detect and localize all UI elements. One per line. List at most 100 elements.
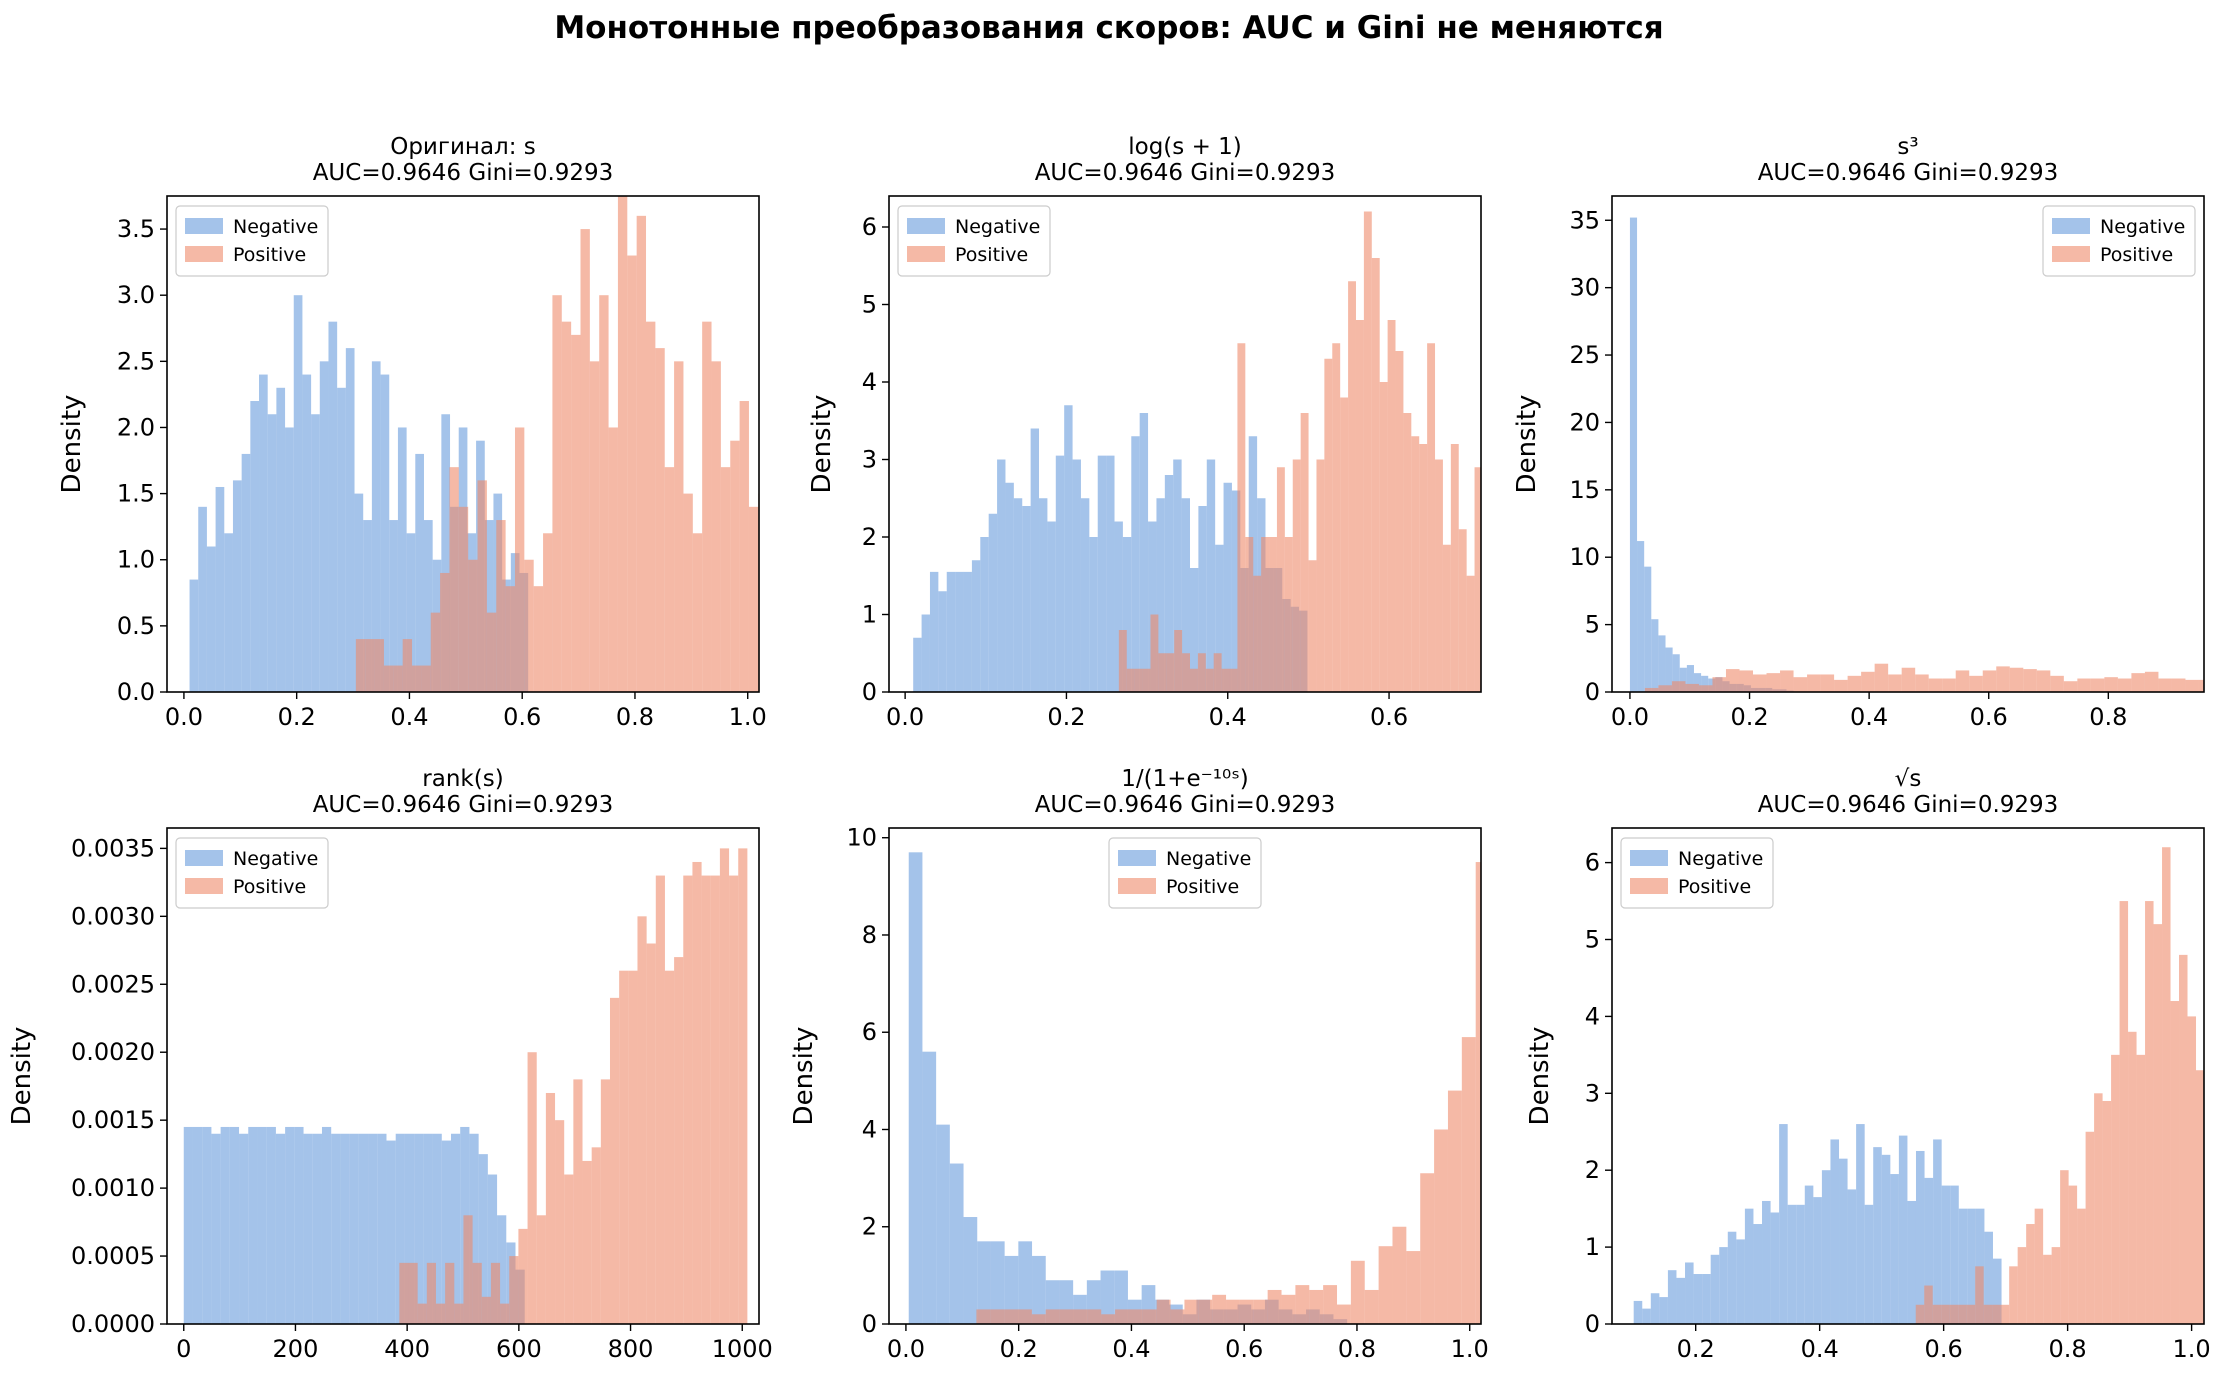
positive-bar xyxy=(692,861,702,1324)
positive-bar xyxy=(1166,653,1175,692)
positive-bar xyxy=(533,586,544,692)
positive-bar xyxy=(543,533,553,692)
negative-bar xyxy=(1907,1200,1916,1324)
positive-bar xyxy=(1004,1309,1018,1324)
positive-bar xyxy=(730,440,740,692)
bars xyxy=(908,852,1481,1324)
negative-bar xyxy=(386,1140,396,1324)
subplot-metrics: AUC=0.9646 Gini=0.9293 xyxy=(313,160,614,186)
negative-bar xyxy=(311,414,320,692)
y-tick-label: 2 xyxy=(862,523,877,551)
negative-bar xyxy=(1693,673,1702,692)
positive-bar xyxy=(1712,677,1726,692)
y-tick-label: 2 xyxy=(862,1213,877,1241)
positive-bar xyxy=(1158,653,1167,692)
positive-bar xyxy=(1530,560,1538,692)
positive-bar xyxy=(628,970,638,1324)
negative-bar xyxy=(302,374,312,692)
positive-bar xyxy=(591,1147,601,1324)
positive-bar xyxy=(1205,668,1214,692)
positive-bar xyxy=(1442,544,1451,692)
positive-bar xyxy=(1045,1309,1060,1324)
positive-bar xyxy=(692,533,703,692)
positive-bar xyxy=(1156,1299,1171,1324)
positive-bar xyxy=(399,1262,409,1324)
positive-bar xyxy=(496,520,506,692)
positive-bar xyxy=(2198,679,2204,692)
y-tick-label: 30 xyxy=(1569,274,1600,302)
positive-bar xyxy=(2023,669,2037,692)
positive-bar xyxy=(646,943,656,1324)
negative-bar xyxy=(963,571,972,692)
negative-bar xyxy=(1847,1189,1857,1324)
positive-bar xyxy=(683,875,693,1324)
y-tick-label: 3 xyxy=(862,446,877,474)
y-tick-label: 6 xyxy=(1585,849,1600,877)
y-tick-label: 0 xyxy=(862,1310,877,1338)
negative-bar xyxy=(1685,1262,1694,1324)
negative-bar xyxy=(936,1124,950,1324)
x-tick-label: 0.2 xyxy=(1677,1335,1715,1363)
positive-bar xyxy=(2017,1247,2027,1324)
positive-bar xyxy=(1644,687,1659,692)
negative-bar xyxy=(1190,568,1199,692)
positive-bar xyxy=(1190,668,1198,692)
subplot-title: s³ xyxy=(1897,134,1918,160)
negative-bar xyxy=(977,1241,991,1324)
negative-bar xyxy=(397,427,407,692)
negative-bar xyxy=(224,533,233,692)
negative-bar xyxy=(1064,405,1073,692)
y-tick-label: 1 xyxy=(862,601,877,629)
negative-bar xyxy=(215,486,225,692)
subplot-title: 1/(1+e⁻¹⁰ˢ) xyxy=(1121,766,1249,792)
positive-bar xyxy=(1142,668,1151,692)
positive-bar xyxy=(1975,1266,1984,1324)
negative-bar xyxy=(1779,1124,1788,1324)
negative-bar xyxy=(913,637,922,692)
negative-bar xyxy=(257,1126,267,1324)
positive-bar xyxy=(1725,669,1740,692)
negative-bar xyxy=(1710,1254,1720,1324)
positive-bar xyxy=(1538,607,1546,692)
positive-bar xyxy=(2094,1093,2103,1324)
negative-bar xyxy=(1658,635,1666,692)
positive-bar xyxy=(1323,1285,1338,1324)
positive-bar xyxy=(1982,670,1997,692)
positive-bar xyxy=(664,970,675,1324)
negative-bar xyxy=(955,571,964,692)
positive-bar xyxy=(435,1303,446,1324)
positive-bar xyxy=(852,441,861,692)
positive-bar xyxy=(1403,413,1412,692)
y-tick-label: 10 xyxy=(846,824,877,852)
positive-bar xyxy=(1915,1304,1925,1324)
positive-bar xyxy=(509,1256,519,1324)
positive-bar xyxy=(1915,674,1929,692)
x-tick-label: 1.0 xyxy=(729,703,767,731)
bars xyxy=(1633,847,2204,1324)
positive-bar xyxy=(1475,862,1481,1324)
negative-bar xyxy=(1941,1185,1951,1324)
positive-bar xyxy=(1671,681,1686,692)
positive-bar xyxy=(1378,1246,1393,1324)
positive-bar xyxy=(2050,675,2064,692)
subplot-title: log(s + 1) xyxy=(1128,134,1242,160)
y-tick-label: 3.5 xyxy=(117,215,155,243)
positive-bar xyxy=(1284,537,1293,692)
legend-label-positive: Positive xyxy=(955,244,1028,266)
negative-bar xyxy=(1637,541,1645,692)
negative-bar xyxy=(1873,1147,1882,1324)
negative-bar xyxy=(1650,1293,1660,1324)
positive-bar xyxy=(561,321,572,692)
positive-bar xyxy=(1073,1309,1088,1324)
negative-bar xyxy=(368,1133,378,1324)
legend: Negative Positive xyxy=(175,205,329,277)
positive-bar xyxy=(477,480,487,692)
negative-bar xyxy=(183,1126,193,1324)
negative-bar xyxy=(1231,490,1241,692)
positive-bar xyxy=(393,665,403,692)
x-tick-label: 0.4 xyxy=(1801,1335,1839,1363)
positive-bar xyxy=(1170,1309,1185,1324)
positive-bar xyxy=(458,506,469,692)
negative-bar xyxy=(415,453,424,692)
subplot-metrics: AUC=0.9646 Gini=0.9293 xyxy=(1035,792,1336,818)
